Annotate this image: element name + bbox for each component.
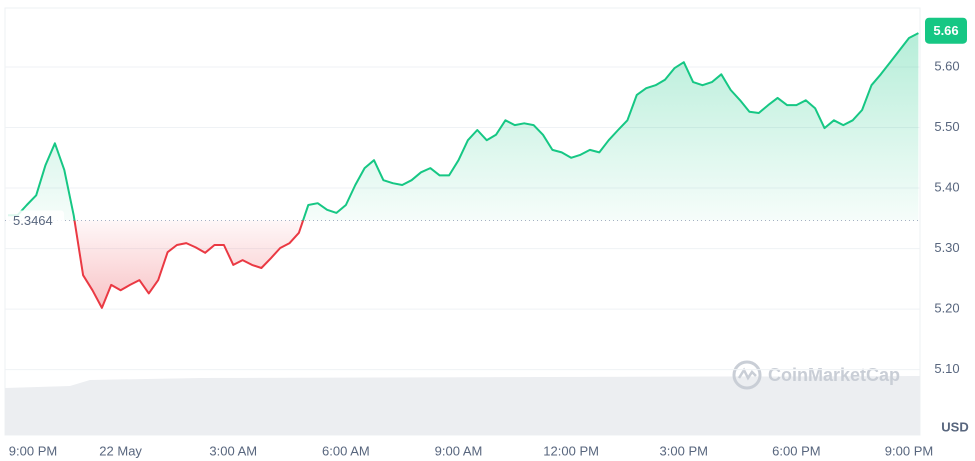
x-tick-label: 9:00 AM [435,443,483,458]
y-tick-label: 5.60 [934,58,959,73]
current-badge [925,17,967,44]
price-line [8,32,919,309]
x-tick-label: 9:00 PM [9,443,57,458]
y-tick-label: 5.20 [934,301,959,316]
x-tick-label: 6:00 AM [322,443,370,458]
x-tick-label: 3:00 PM [660,443,708,458]
current-label: 5.66 [933,23,958,38]
x-tick-label: 12:00 PM [543,443,599,458]
reference-badge [8,210,64,231]
volume-area [5,376,920,435]
y-tick-label: 5.50 [934,119,959,134]
x-tick-label: 22 May [99,443,142,458]
x-tick-label: 6:00 PM [772,443,820,458]
y-tick-label: 5.40 [934,179,959,194]
reference-label: 5.3464 [13,213,53,228]
watermark-text: CoinMarketCap [768,365,900,385]
x-tick-label: 3:00 AM [209,443,257,458]
area-fill [8,33,919,308]
y-tick-label: 5.10 [934,361,959,376]
y-axis-label: USD [941,419,968,434]
x-tick-label: 9:00 PM [885,443,933,458]
y-tick-label: 5.30 [934,240,959,255]
